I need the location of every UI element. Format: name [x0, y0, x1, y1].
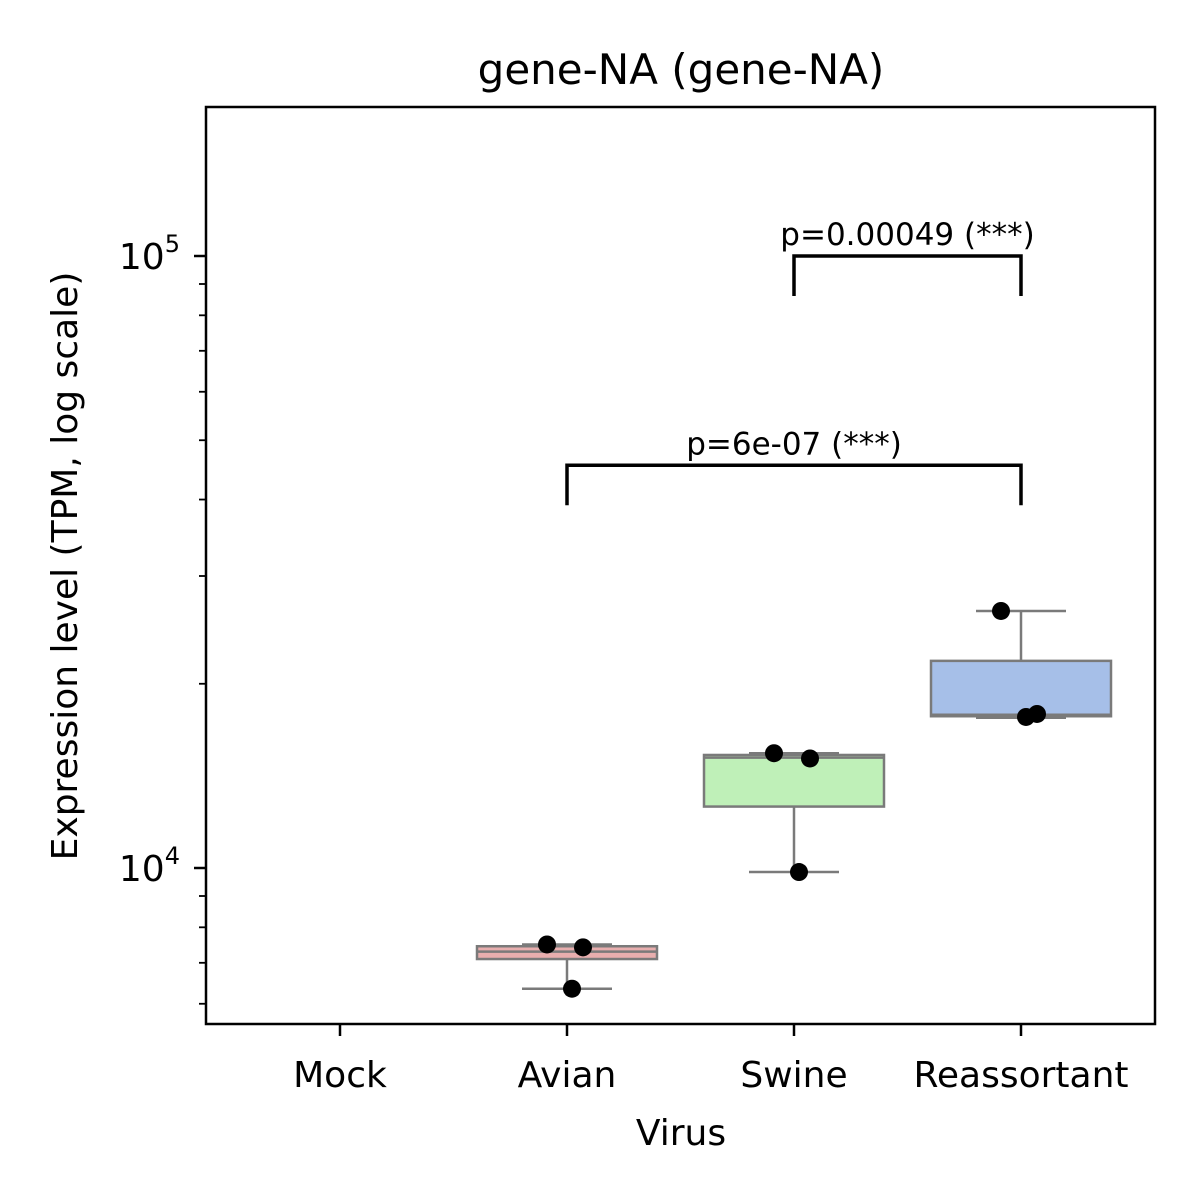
data-point	[574, 938, 592, 957]
plot-frame	[204, 105, 1157, 1026]
box-reassortant	[929, 659, 1113, 718]
data-point	[1017, 707, 1035, 726]
data-point	[992, 601, 1010, 620]
chart-title: gene-NA (gene-NA)	[478, 45, 885, 94]
box-swine	[702, 753, 886, 808]
x-tick-label: Avian	[518, 1055, 617, 1096]
significance-bracket	[565, 463, 1023, 506]
x-tick-label: Swine	[740, 1055, 847, 1096]
y-tick-label: 105	[119, 230, 180, 278]
x-tick-label: Mock	[293, 1055, 387, 1096]
p-value-label: p=0.00049 (***)	[780, 217, 1034, 253]
x-axis-label: Virus	[636, 1113, 726, 1154]
y-tick-label: 104	[119, 842, 180, 890]
y-axis-label: Expression level (TPM, log scale)	[45, 272, 86, 861]
x-tick-label: Reassortant	[913, 1055, 1128, 1096]
data-point	[765, 744, 783, 763]
data-point	[790, 863, 808, 882]
significance-bracket	[792, 254, 1023, 296]
data-point	[538, 935, 556, 954]
p-value-label: p=6e-07 (***)	[686, 426, 902, 462]
data-point	[801, 749, 819, 768]
data-point	[563, 979, 581, 998]
